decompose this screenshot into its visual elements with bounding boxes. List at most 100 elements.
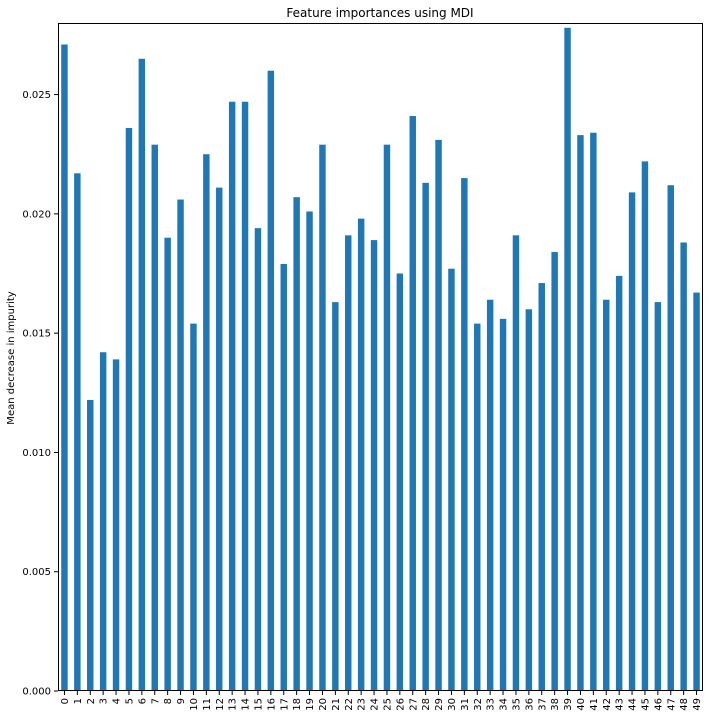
y-tick-label: 0.025	[22, 90, 51, 101]
bar-37	[538, 283, 545, 691]
y-axis-label: Mean decrease in impurity	[6, 291, 17, 424]
x-tick-label: 0	[60, 698, 71, 704]
bar-7	[151, 144, 158, 691]
x-tick-label: 39	[563, 698, 574, 711]
x-axis-ticks: 0 1 2 3 4 5 6 7 8 9 10 11 12 13 14 15 16 17 18 19 20 21 22 23 24…	[60, 691, 703, 711]
x-tick-label: 13	[228, 698, 239, 711]
bar-35	[512, 235, 520, 692]
x-tick-label: 34	[499, 698, 510, 711]
bar-31	[461, 178, 468, 692]
bar-36	[525, 309, 533, 691]
x-tick-label: 27	[408, 698, 419, 711]
bar-0	[61, 44, 68, 691]
x-tick-label: 1	[73, 698, 84, 704]
x-tick-label: 47	[666, 698, 677, 711]
x-tick-label: 23	[357, 698, 368, 711]
x-tick-label: 45	[640, 698, 651, 711]
x-tick-label: 22	[344, 698, 355, 711]
bar-8	[164, 237, 171, 691]
x-tick-label: 6	[137, 698, 148, 704]
bar-45	[641, 161, 649, 691]
bar-1	[74, 173, 81, 692]
x-tick-label: 40	[576, 698, 587, 711]
y-tick-label: 0.005	[22, 567, 51, 578]
x-tick-label: 15	[253, 698, 264, 711]
x-tick-label: 33	[486, 698, 497, 711]
x-tick-label: 30	[447, 698, 458, 711]
bar-49	[693, 292, 700, 691]
x-tick-label: 11	[202, 698, 213, 711]
bar-34	[499, 318, 507, 691]
bar-24	[370, 240, 378, 691]
x-tick-label: 46	[653, 698, 664, 711]
plot-frame	[58, 23, 703, 691]
x-tick-label: 41	[589, 698, 600, 711]
x-tick-label: 42	[602, 698, 613, 711]
bar-39	[564, 27, 571, 692]
x-tick-label: 21	[331, 698, 342, 711]
chart-title: Feature importances using MDI	[286, 6, 473, 20]
x-tick-label: 44	[628, 698, 639, 711]
bar-17	[280, 263, 287, 691]
x-tick-label: 19	[305, 698, 316, 711]
bar-10	[190, 323, 197, 691]
bar-43	[615, 275, 623, 691]
bar-38	[551, 252, 558, 691]
bar-15	[254, 228, 262, 691]
x-tick-label: 28	[421, 698, 432, 711]
x-tick-label: 38	[550, 698, 561, 711]
bar-40	[577, 135, 584, 692]
x-tick-label: 16	[266, 698, 277, 711]
bar-16	[267, 70, 275, 691]
y-tick-label: 0.015	[22, 329, 51, 340]
x-tick-label: 5	[124, 698, 135, 704]
bar-4	[112, 359, 120, 691]
x-tick-label: 10	[189, 698, 200, 711]
bar-6	[138, 58, 146, 692]
x-tick-label: 9	[176, 698, 187, 704]
bar-3	[99, 352, 107, 691]
x-tick-label: 25	[382, 698, 393, 711]
bar-13	[228, 101, 236, 691]
x-tick-label: 18	[292, 698, 303, 711]
bar-14	[241, 101, 249, 691]
bars-group	[61, 27, 700, 692]
x-tick-label: 37	[537, 698, 548, 711]
bar-20	[319, 144, 326, 691]
bar-26	[396, 273, 404, 691]
x-tick-label: 7	[150, 698, 161, 704]
y-tick-label: 0.000	[22, 687, 51, 698]
x-tick-label: 29	[434, 698, 445, 711]
x-tick-label: 43	[615, 698, 626, 711]
x-tick-label: 20	[318, 698, 329, 711]
bar-9	[177, 199, 184, 692]
bar-11	[203, 154, 210, 691]
y-tick-label: 0.020	[22, 209, 51, 220]
bar-23	[357, 218, 365, 691]
x-tick-label: 14	[241, 698, 252, 711]
x-tick-label: 17	[279, 698, 290, 711]
bar-30	[448, 268, 455, 691]
bar-29	[435, 139, 442, 691]
bar-28	[422, 182, 429, 692]
bar-33	[486, 299, 494, 691]
x-tick-label: 48	[679, 698, 690, 711]
bar-19	[306, 211, 313, 691]
bar-27	[409, 116, 416, 692]
bar-46	[654, 302, 662, 691]
x-tick-label: 24	[370, 698, 381, 711]
x-tick-label: 36	[524, 698, 535, 711]
x-tick-label: 35	[511, 698, 522, 711]
bar-18	[293, 197, 300, 691]
y-axis-ticks: 0.000 0.005 0.010 0.015 0.020 0.025	[22, 90, 58, 698]
x-tick-label: 2	[86, 698, 97, 704]
bar-25	[383, 144, 391, 691]
bar-21	[332, 302, 339, 691]
x-tick-label: 32	[473, 698, 484, 711]
x-tick-label: 49	[692, 698, 703, 711]
bar-41	[590, 132, 597, 691]
bar-48	[680, 242, 687, 691]
bar-32	[474, 323, 481, 691]
x-tick-label: 12	[215, 698, 226, 711]
